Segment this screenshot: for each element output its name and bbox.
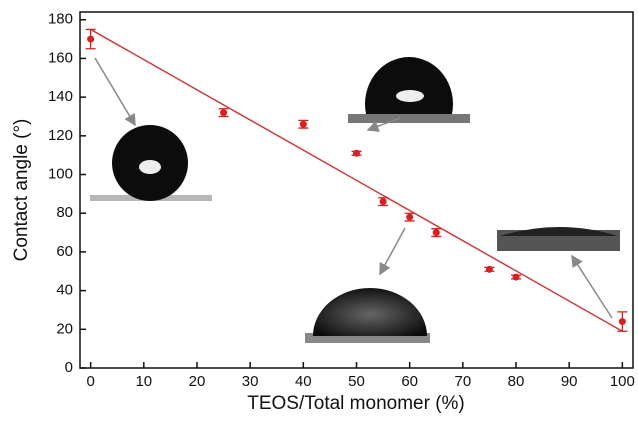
droplet-images: [90, 57, 620, 343]
y-tick-label: 0: [65, 359, 73, 376]
data-point: [87, 35, 95, 43]
x-tick-label: 80: [508, 373, 525, 390]
fit-line: [90, 28, 623, 332]
y-tick-label: 40: [56, 282, 73, 299]
data-point: [485, 265, 493, 273]
y-tick-label: 180: [48, 11, 73, 28]
x-tick-label: 90: [561, 373, 578, 390]
x-tick-label: 0: [86, 373, 94, 390]
data-point: [512, 273, 520, 281]
y-tick-label: 120: [48, 127, 73, 144]
x-axis-title: TEOS/Total monomer (%): [247, 393, 465, 414]
x-tick-label: 60: [401, 373, 418, 390]
data-point: [379, 198, 387, 206]
data-point: [406, 213, 414, 221]
data-point: [432, 229, 440, 237]
x-tick-label: 10: [135, 373, 152, 390]
x-tick-label: 30: [242, 373, 259, 390]
y-tick-label: 100: [48, 165, 73, 182]
y-tick-label: 160: [48, 49, 73, 66]
x-tick-label: 70: [455, 373, 472, 390]
y-tick-label: 60: [56, 243, 73, 260]
data-point: [353, 149, 360, 157]
x-tick-label: 40: [295, 373, 312, 390]
x-tick-label: 50: [348, 373, 365, 390]
x-tick-label: 100: [610, 373, 635, 390]
y-tick-label: 80: [56, 204, 73, 221]
data-point: [618, 318, 626, 326]
y-axis-title: Contact angle (°): [11, 119, 32, 262]
x-tick-label: 20: [189, 373, 206, 390]
y-tick-label: 20: [56, 320, 73, 337]
data-point: [299, 120, 307, 128]
data-point: [220, 109, 228, 117]
y-tick-label: 140: [48, 88, 73, 105]
